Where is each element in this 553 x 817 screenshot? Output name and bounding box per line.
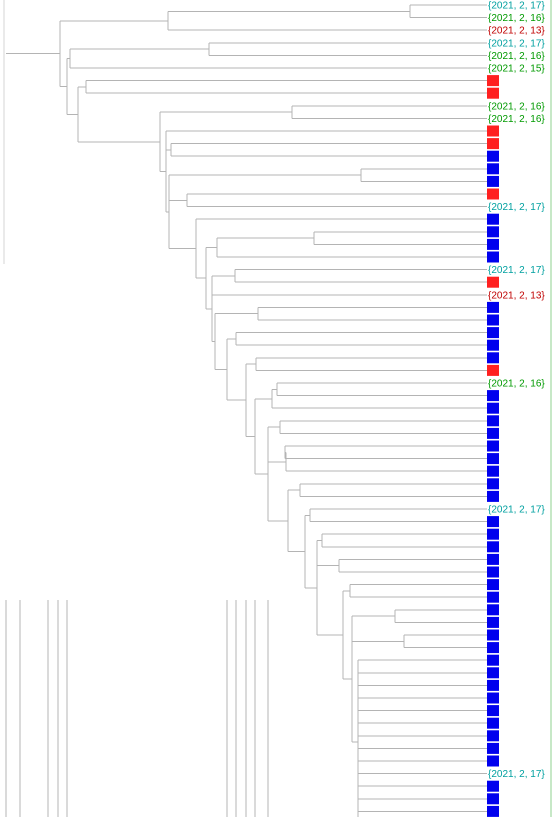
leaf-square-blue (487, 490, 499, 502)
leaf-square-red (487, 364, 499, 376)
leaf-square-blue (487, 566, 499, 578)
leaf-square-blue (487, 667, 499, 679)
leaf-square-blue (487, 415, 499, 427)
leaf-square-blue (487, 654, 499, 666)
leaf-square-red (487, 125, 499, 137)
leaf-label: {2021, 2, 16} (488, 13, 545, 24)
leaf-square-blue (487, 402, 499, 414)
leaf-square-blue (487, 453, 499, 465)
leaf-square-red (487, 87, 499, 99)
leaf-label: {2021, 2, 16} (488, 101, 545, 112)
leaf-square-blue (487, 742, 499, 754)
leaf-square-blue (487, 642, 499, 654)
leaf-square-blue (487, 251, 499, 263)
leaf-label: {2021, 2, 15} (488, 64, 545, 75)
leaf-square-red (487, 188, 499, 200)
leaf-square-blue (487, 226, 499, 238)
leaf-square-blue (487, 780, 499, 792)
leaf-label: {2021, 2, 16} (488, 114, 545, 125)
leaf-label: {2021, 2, 17} (488, 38, 545, 49)
leaf-label: {2021, 2, 17} (488, 505, 545, 516)
dendrogram-leaves: {2021, 2, 17}{2021, 2, 16}{2021, 2, 13}{… (487, 1, 545, 817)
leaf-square-blue (487, 314, 499, 326)
leaf-square-blue (487, 730, 499, 742)
leaf-square-red (487, 75, 499, 87)
leaf-square-blue (487, 327, 499, 339)
leaf-square-blue (487, 478, 499, 490)
leaf-square-blue (487, 301, 499, 313)
leaf-label: {2021, 2, 17} (488, 265, 545, 276)
leaf-square-blue (487, 679, 499, 691)
leaf-square-blue (487, 213, 499, 225)
leaf-label: {2021, 2, 17} (488, 202, 545, 213)
leaf-square-blue (487, 692, 499, 704)
leaf-square-blue (487, 616, 499, 628)
leaf-square-blue (487, 465, 499, 477)
leaf-square-blue (487, 591, 499, 603)
leaf-square-blue (487, 541, 499, 553)
leaf-square-blue (487, 755, 499, 767)
leaf-square-blue (487, 427, 499, 439)
leaf-square-blue (487, 553, 499, 565)
leaf-square-blue (487, 805, 499, 817)
leaf-label: {2021, 2, 13} (488, 290, 545, 301)
leaf-square-blue (487, 352, 499, 364)
leaf-square-blue (487, 705, 499, 717)
leaf-label: {2021, 2, 13} (488, 26, 545, 37)
leaf-square-blue (487, 440, 499, 452)
dendrogram-branches (5, 4, 487, 817)
leaf-square-blue (487, 717, 499, 729)
leaf-square-red (487, 276, 499, 288)
leaf-square-blue (487, 390, 499, 402)
leaf-square-blue (487, 604, 499, 616)
leaf-label: {2021, 2, 17} (488, 1, 545, 12)
leaf-square-blue (487, 793, 499, 805)
leaf-label: {2021, 2, 17} (488, 769, 545, 780)
leaf-square-blue (487, 339, 499, 351)
leaf-square-blue (487, 150, 499, 162)
leaf-square-blue (487, 163, 499, 175)
leaf-label: {2021, 2, 16} (488, 51, 545, 62)
leaf-label: {2021, 2, 16} (488, 379, 545, 390)
leaf-square-blue (487, 528, 499, 540)
leaf-square-blue (487, 238, 499, 250)
leaf-square-blue (487, 579, 499, 591)
leaf-square-blue (487, 516, 499, 528)
dendrogram-guides (3, 0, 552, 817)
leaf-square-blue (487, 629, 499, 641)
leaf-square-red (487, 138, 499, 150)
leaf-square-blue (487, 175, 499, 187)
